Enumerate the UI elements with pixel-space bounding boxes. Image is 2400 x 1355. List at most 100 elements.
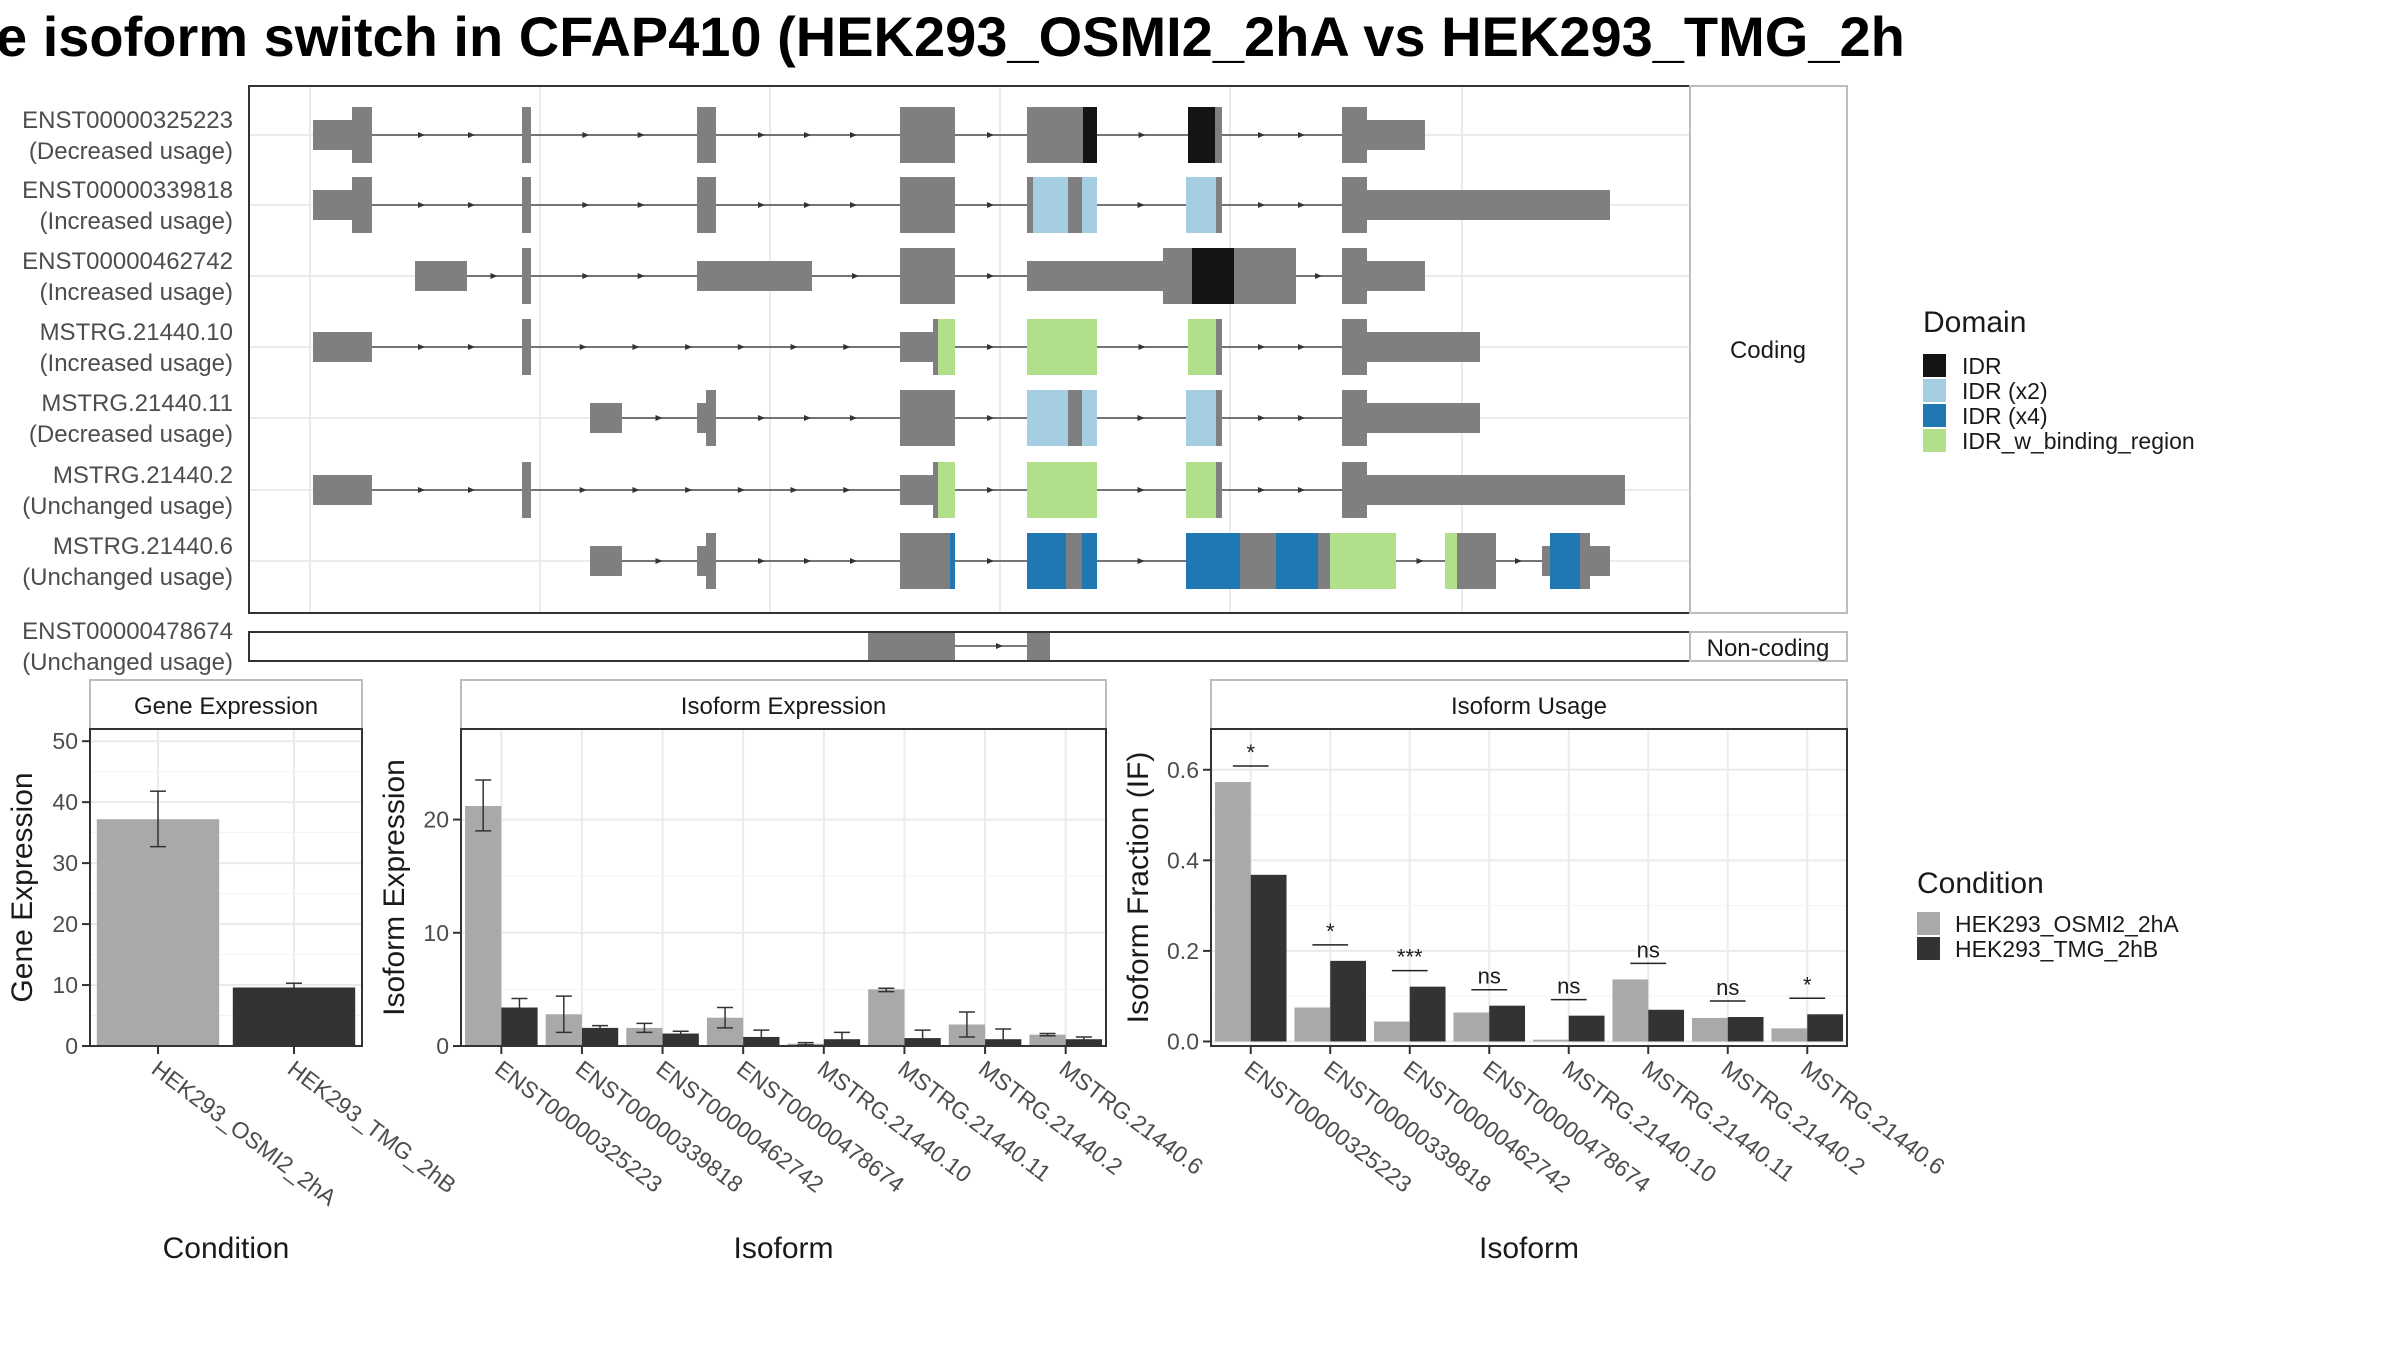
exon-block	[1216, 319, 1222, 375]
significance-label: ns	[1557, 974, 1580, 999]
intron-direction-arrow	[579, 344, 587, 350]
intron-direction-arrow	[1137, 487, 1145, 493]
significance-label: ns	[1716, 975, 1739, 1000]
bar	[1250, 874, 1287, 1042]
domain-block	[1276, 533, 1318, 589]
bar	[662, 1033, 699, 1046]
intron-direction-arrow	[1258, 344, 1265, 350]
intron-direction-arrow	[490, 273, 498, 279]
plot-area	[1211, 729, 1847, 1046]
exon-block	[1027, 261, 1163, 291]
domain-block	[1188, 319, 1216, 375]
intron-direction-arrow	[1298, 344, 1305, 350]
bar	[1612, 979, 1649, 1042]
intron-direction-arrow	[987, 415, 994, 421]
intron-direction-arrow	[655, 558, 663, 564]
intron-direction-arrow	[804, 558, 811, 564]
exon-block	[522, 319, 531, 375]
intron-direction-arrow	[843, 487, 851, 493]
panel-strip-title: Isoform Usage	[1451, 693, 1607, 720]
intron-direction-arrow	[987, 132, 994, 138]
y-tick-label: 10	[423, 920, 449, 946]
exon-block	[522, 177, 531, 233]
intron-direction-arrow	[1416, 558, 1424, 564]
domain-block	[1186, 390, 1216, 446]
intron-direction-arrow	[1137, 415, 1145, 421]
domain-legend-label: IDR	[1962, 353, 2002, 379]
intron-direction-arrow	[987, 344, 994, 350]
y-tick-label: 0.2	[1167, 938, 1199, 964]
panel-strip-title: Gene Expression	[134, 693, 318, 720]
exon-block	[868, 633, 955, 660]
exon-block	[1066, 533, 1082, 589]
y-tick-label: 0.6	[1167, 757, 1199, 783]
bar	[581, 1027, 619, 1046]
domain-legend-swatch	[1923, 404, 1946, 427]
transcript-usage-label: (Unchanged usage)	[22, 649, 233, 676]
y-tick-label: 20	[423, 807, 449, 833]
intron-direction-arrow	[468, 344, 475, 350]
intron-direction-arrow	[637, 132, 645, 138]
exon-block	[1068, 177, 1082, 233]
intron-direction-arrow	[468, 487, 475, 493]
domain-block	[1027, 390, 1068, 446]
intron-direction-arrow	[843, 344, 851, 350]
transcript-usage-label: (Increased usage)	[40, 350, 233, 377]
bar	[1532, 1039, 1569, 1042]
intron-direction-arrow	[1298, 132, 1305, 138]
transcript-usage-label: (Unchanged usage)	[22, 493, 233, 520]
exon-block	[1234, 248, 1296, 304]
domain-legend-label: IDR (x4)	[1962, 403, 2048, 429]
intron-direction-arrow	[418, 132, 425, 138]
domain-block	[938, 319, 955, 375]
domain-block	[1330, 533, 1396, 589]
intron-direction-arrow	[987, 558, 994, 564]
exon-block	[1027, 177, 1033, 233]
transcript-id-label: ENST00000339818	[22, 177, 233, 204]
facet-strip-noncoding	[1689, 631, 1848, 662]
exon-block	[522, 248, 531, 304]
exon-block	[697, 261, 812, 291]
y-tick-label: 0	[65, 1033, 78, 1059]
exon-block	[697, 403, 706, 433]
intron-direction-arrow	[685, 487, 693, 493]
transcript-usage-label: (Unchanged usage)	[22, 564, 233, 591]
bar	[1489, 1005, 1526, 1042]
intron-direction-arrow	[987, 202, 994, 208]
bar	[626, 1027, 663, 1046]
intron-direction-arrow	[987, 273, 994, 279]
intron-direction-arrow	[582, 132, 590, 138]
panel-strip	[460, 679, 1107, 730]
intron-direction-arrow	[850, 415, 857, 421]
y-tick-label: 10	[52, 972, 78, 998]
exon-block	[352, 177, 372, 233]
significance-label: ***	[1397, 945, 1423, 970]
domain-block	[1082, 177, 1097, 233]
intron-direction-arrow	[655, 415, 663, 421]
exon-block	[1240, 533, 1276, 589]
panel-strip	[89, 679, 363, 730]
transcript-usage-label: (Increased usage)	[40, 208, 233, 235]
plot-border	[1210, 728, 1848, 1047]
intron-direction-arrow	[758, 415, 765, 421]
intron-direction-arrow	[758, 132, 765, 138]
exon-block	[1216, 177, 1222, 233]
exon-block	[1590, 546, 1610, 576]
domain-block	[1550, 533, 1580, 589]
y-tick-label: 50	[52, 728, 78, 754]
condition-legend-label: HEK293_OSMI2_2hA	[1955, 911, 2179, 937]
domain-legend-title: Domain	[1923, 306, 2026, 339]
transcript-id-label: MSTRG.21440.10	[40, 319, 233, 346]
domain-block	[1192, 248, 1234, 304]
significance-label: ns	[1478, 964, 1501, 989]
exon-block	[313, 120, 352, 150]
bar	[1727, 1017, 1764, 1042]
exon-block	[1367, 403, 1480, 433]
domain-block	[1186, 533, 1240, 589]
domain-block	[1445, 533, 1457, 589]
y-axis-title: Isoform Fraction (IF)	[1122, 752, 1155, 1024]
intron-direction-arrow	[790, 344, 798, 350]
exon-block	[697, 107, 716, 163]
domain-block	[1188, 107, 1215, 163]
y-tick-label: 40	[52, 789, 78, 815]
